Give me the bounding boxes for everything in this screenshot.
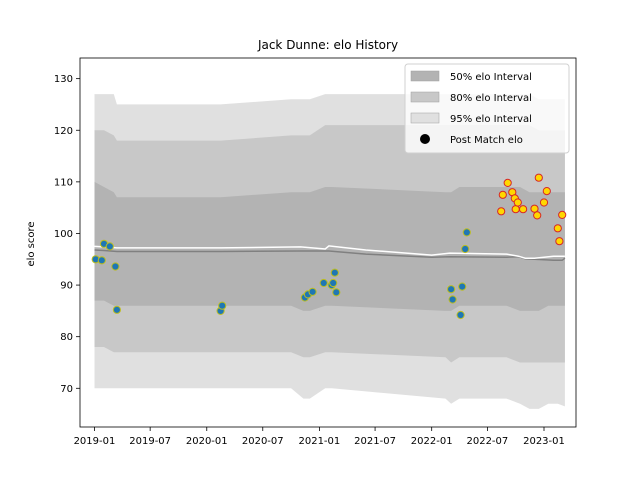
- legend-swatch: [410, 91, 440, 103]
- y-tick-label: 80: [60, 332, 73, 343]
- post-match-point: [503, 178, 512, 187]
- axes: [79, 57, 577, 428]
- post-match-point: [497, 207, 506, 216]
- x-tick-label: 2020-01: [186, 436, 228, 447]
- x-tick-label: 2019-07: [129, 436, 171, 447]
- post-match-point: [558, 210, 567, 219]
- post-match-point: [542, 187, 551, 196]
- x-tick-label: 2021-07: [354, 436, 396, 447]
- legend-marker: [420, 134, 430, 144]
- post-match-point: [308, 287, 317, 296]
- chart-title: Jack Dunne: elo History: [257, 38, 398, 52]
- legend-label: 95% elo Interval: [450, 114, 532, 125]
- x-tick-label: 2021-01: [298, 436, 340, 447]
- post-match-point: [112, 305, 122, 314]
- post-match-point: [319, 278, 328, 288]
- post-match-point: [534, 173, 543, 182]
- legend-box: [404, 63, 570, 154]
- post-match-point: [462, 228, 471, 237]
- y-tick-label: 70: [60, 384, 73, 395]
- post-match-point: [329, 278, 338, 288]
- y-tick-label: 90: [60, 281, 73, 292]
- post-match-point: [461, 244, 470, 254]
- x-tick-label: 2022-07: [466, 436, 508, 447]
- legend-label: 50% elo Interval: [450, 72, 532, 83]
- x-tick-label: 2019-01: [74, 436, 116, 447]
- post-match-points: [91, 173, 567, 320]
- post-match-point: [511, 205, 520, 214]
- y-tick-label: 130: [54, 74, 73, 85]
- legend-label: Post Match elo: [450, 135, 523, 146]
- x-tick-label: 2023-01: [523, 436, 565, 447]
- post-match-point: [97, 256, 106, 265]
- elo-lines: [94, 245, 566, 262]
- x-tick-label: 2020-07: [242, 436, 284, 447]
- post-match-point: [553, 224, 562, 233]
- post-match-point: [530, 204, 539, 213]
- mean-elo-line: [94, 249, 566, 262]
- post-match-point: [330, 268, 339, 277]
- legend-swatch: [410, 112, 440, 124]
- legend-label: 80% elo Interval: [450, 93, 532, 104]
- post-match-point: [332, 288, 341, 297]
- ticks: 2019-01 2019-07 2020-01 2020-07 2021-01 2021-…: [54, 74, 565, 447]
- post-match-point: [555, 237, 564, 246]
- post-match-point: [458, 282, 467, 291]
- plot-frame: [79, 57, 577, 428]
- post-match-point: [519, 205, 528, 214]
- post-match-point: [533, 211, 542, 220]
- median-elo-line: [94, 245, 565, 259]
- y-axis-label: elo score: [26, 221, 37, 266]
- post-match-point: [498, 190, 507, 199]
- post-match-point: [105, 242, 114, 251]
- y-tick-label: 120: [54, 126, 73, 137]
- x-tick-label: 2022-01: [411, 436, 453, 447]
- y-tick-label: 110: [54, 177, 73, 188]
- post-match-point: [218, 301, 227, 310]
- y-tick-label: 100: [54, 229, 73, 240]
- post-match-point: [513, 198, 522, 207]
- post-match-point: [447, 285, 456, 294]
- legend-swatch: [410, 70, 440, 82]
- post-match-point: [448, 295, 457, 304]
- post-match-point: [456, 310, 465, 320]
- post-match-point: [539, 198, 549, 207]
- legend: 50% elo Interval 80% elo Interval 95% elo …: [404, 63, 570, 154]
- post-match-point: [111, 262, 120, 271]
